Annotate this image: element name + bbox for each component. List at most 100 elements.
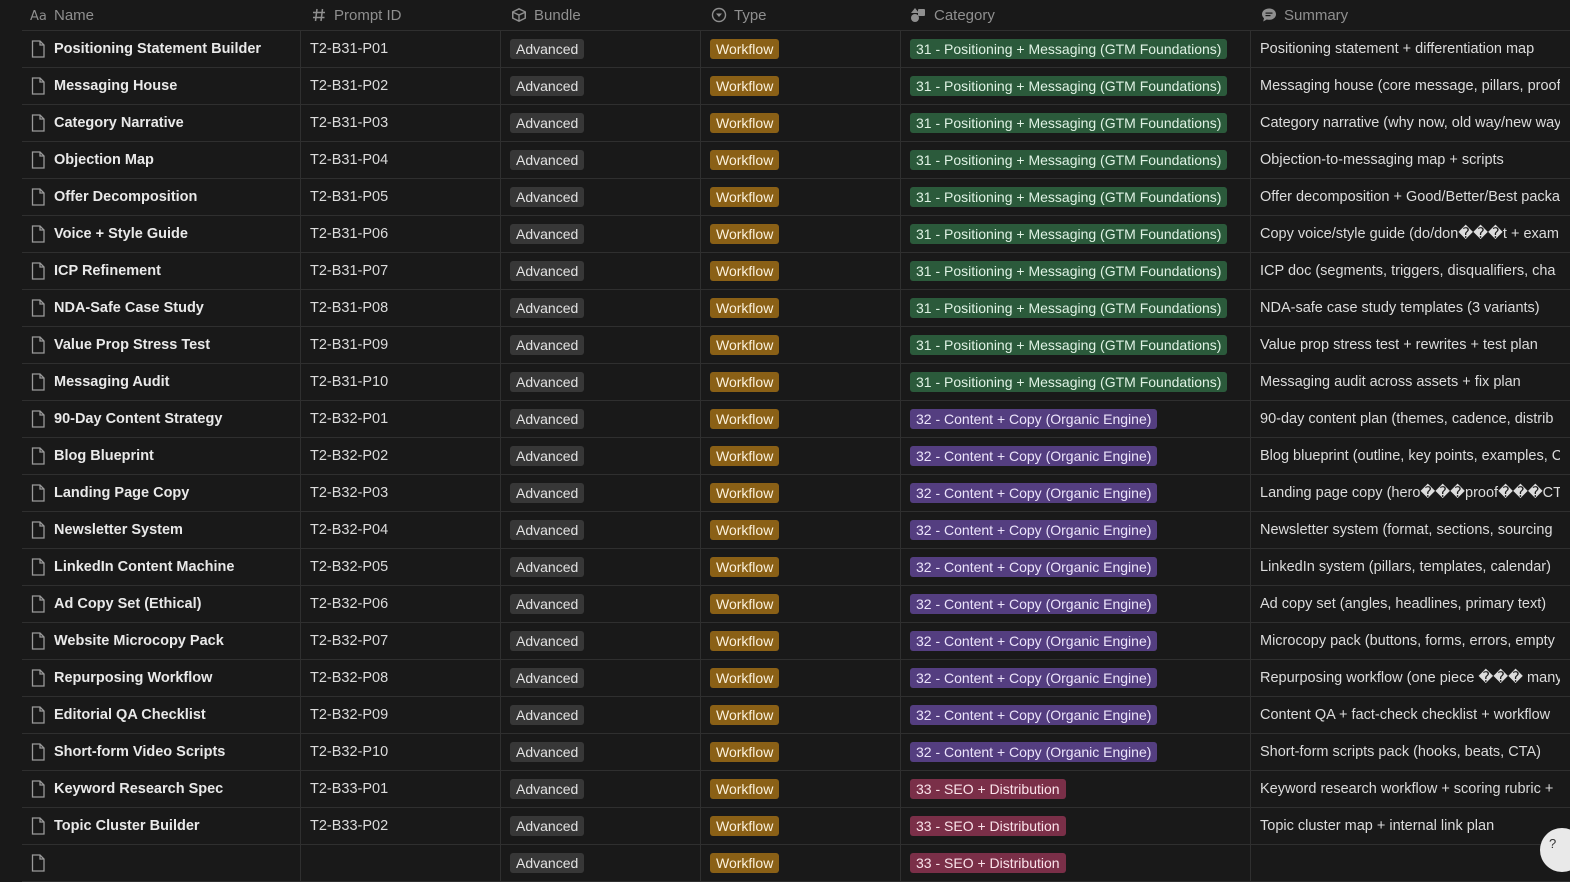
bundle-cell[interactable]: Advanced (510, 734, 700, 770)
prompt-id-cell[interactable]: T2-B31-P06 (310, 216, 500, 252)
table-row[interactable]: Short-form Video Scripts T2-B32-P10 Adva… (22, 734, 1570, 771)
summary-cell[interactable]: Ad copy set (angles, headlines, primary … (1260, 586, 1560, 622)
summary-cell[interactable]: Repurposing workflow (one piece ��� many (1260, 660, 1560, 696)
table-row[interactable]: NDA-Safe Case Study T2-B31-P08 Advanced … (22, 290, 1570, 327)
table-row[interactable]: Objection Map T2-B31-P04 Advanced Workfl… (22, 142, 1570, 179)
category-cell[interactable]: 31 - Positioning + Messaging (GTM Founda… (910, 31, 1250, 67)
category-cell[interactable]: 31 - Positioning + Messaging (GTM Founda… (910, 142, 1250, 178)
table-row[interactable]: Blog Blueprint T2-B32-P02 Advanced Workf… (22, 438, 1570, 475)
bundle-cell[interactable]: Advanced (510, 697, 700, 733)
category-cell[interactable]: 32 - Content + Copy (Organic Engine) (910, 734, 1250, 770)
summary-cell[interactable]: Value prop stress test + rewrites + test… (1260, 327, 1560, 363)
table-row[interactable]: Value Prop Stress Test T2-B31-P09 Advanc… (22, 327, 1570, 364)
bundle-cell[interactable]: Advanced (510, 808, 700, 844)
type-cell[interactable]: Workflow (710, 179, 900, 215)
category-cell[interactable]: 32 - Content + Copy (Organic Engine) (910, 401, 1250, 437)
type-cell[interactable]: Workflow (710, 401, 900, 437)
bundle-cell[interactable]: Advanced (510, 401, 700, 437)
category-cell[interactable]: 32 - Content + Copy (Organic Engine) (910, 623, 1250, 659)
category-cell[interactable]: 32 - Content + Copy (Organic Engine) (910, 586, 1250, 622)
prompt-id-cell[interactable]: T2-B31-P08 (310, 290, 500, 326)
summary-cell[interactable]: Newsletter system (format, sections, sou… (1260, 512, 1560, 548)
type-cell[interactable]: Workflow (710, 512, 900, 548)
prompt-id-cell[interactable]: T2-B32-P02 (310, 438, 500, 474)
bundle-cell[interactable]: Advanced (510, 253, 700, 289)
bundle-cell[interactable]: Advanced (510, 327, 700, 363)
table-row[interactable]: Offer Decomposition T2-B31-P05 Advanced … (22, 179, 1570, 216)
name-cell[interactable]: Editorial QA Checklist (30, 697, 298, 733)
type-cell[interactable]: Workflow (710, 845, 900, 881)
type-cell[interactable]: Workflow (710, 253, 900, 289)
category-cell[interactable]: 32 - Content + Copy (Organic Engine) (910, 549, 1250, 585)
prompt-id-cell[interactable]: T2-B31-P09 (310, 327, 500, 363)
table-row[interactable]: Editorial QA Checklist T2-B32-P09 Advanc… (22, 697, 1570, 734)
table-row[interactable]: Ad Copy Set (Ethical) T2-B32-P06 Advance… (22, 586, 1570, 623)
summary-cell[interactable]: Positioning statement + differentiation … (1260, 31, 1560, 67)
bundle-cell[interactable]: Advanced (510, 438, 700, 474)
table-row[interactable]: 90-Day Content Strategy T2-B32-P01 Advan… (22, 401, 1570, 438)
name-cell[interactable]: ICP Refinement (30, 253, 298, 289)
column-header-category[interactable]: Category (910, 0, 995, 30)
summary-cell[interactable]: Landing page copy (hero���proof���CT (1260, 475, 1560, 511)
summary-cell[interactable]: Messaging house (core message, pillars, … (1260, 68, 1560, 104)
name-cell[interactable]: Positioning Statement Builder (30, 31, 298, 67)
type-cell[interactable]: Workflow (710, 734, 900, 770)
bundle-cell[interactable]: Advanced (510, 586, 700, 622)
summary-cell[interactable]: Blog blueprint (outline, key points, exa… (1260, 438, 1560, 474)
type-cell[interactable]: Workflow (710, 586, 900, 622)
category-cell[interactable]: 31 - Positioning + Messaging (GTM Founda… (910, 364, 1250, 400)
prompt-id-cell[interactable]: T2-B32-P03 (310, 475, 500, 511)
name-cell[interactable]: LinkedIn Content Machine (30, 549, 298, 585)
category-cell[interactable]: 31 - Positioning + Messaging (GTM Founda… (910, 290, 1250, 326)
category-cell[interactable]: 32 - Content + Copy (Organic Engine) (910, 475, 1250, 511)
category-cell[interactable]: 33 - SEO + Distribution (910, 771, 1250, 807)
summary-cell[interactable]: LinkedIn system (pillars, templates, cal… (1260, 549, 1560, 585)
summary-cell[interactable]: Content QA + fact-check checklist + work… (1260, 697, 1560, 733)
table-row[interactable]: Landing Page Copy T2-B32-P03 Advanced Wo… (22, 475, 1570, 512)
type-cell[interactable]: Workflow (710, 216, 900, 252)
table-row[interactable]: ICP Refinement T2-B31-P07 Advanced Workf… (22, 253, 1570, 290)
type-cell[interactable]: Workflow (710, 105, 900, 141)
table-row[interactable]: LinkedIn Content Machine T2-B32-P05 Adva… (22, 549, 1570, 586)
name-cell[interactable]: Blog Blueprint (30, 438, 298, 474)
type-cell[interactable]: Workflow (710, 142, 900, 178)
column-header-name[interactable]: Aa Name (30, 0, 94, 30)
prompt-id-cell[interactable]: T2-B31-P07 (310, 253, 500, 289)
prompt-id-cell[interactable]: T2-B32-P05 (310, 549, 500, 585)
summary-cell[interactable]: Short-form scripts pack (hooks, beats, C… (1260, 734, 1560, 770)
summary-cell[interactable]: Messaging audit across assets + fix plan (1260, 364, 1560, 400)
bundle-cell[interactable]: Advanced (510, 475, 700, 511)
prompt-id-cell[interactable]: T2-B31-P05 (310, 179, 500, 215)
name-cell[interactable]: Landing Page Copy (30, 475, 298, 511)
type-cell[interactable]: Workflow (710, 68, 900, 104)
category-cell[interactable]: 31 - Positioning + Messaging (GTM Founda… (910, 216, 1250, 252)
summary-cell[interactable]: Category narrative (why now, old way/new… (1260, 105, 1560, 141)
bundle-cell[interactable]: Advanced (510, 68, 700, 104)
table-row[interactable]: Website Microcopy Pack T2-B32-P07 Advanc… (22, 623, 1570, 660)
category-cell[interactable]: 31 - Positioning + Messaging (GTM Founda… (910, 327, 1250, 363)
table-row[interactable]: Newsletter System T2-B32-P04 Advanced Wo… (22, 512, 1570, 549)
name-cell[interactable]: 90-Day Content Strategy (30, 401, 298, 437)
category-cell[interactable]: 31 - Positioning + Messaging (GTM Founda… (910, 105, 1250, 141)
type-cell[interactable]: Workflow (710, 623, 900, 659)
category-cell[interactable]: 33 - SEO + Distribution (910, 808, 1250, 844)
category-cell[interactable]: 31 - Positioning + Messaging (GTM Founda… (910, 68, 1250, 104)
type-cell[interactable]: Workflow (710, 697, 900, 733)
type-cell[interactable]: Workflow (710, 771, 900, 807)
name-cell[interactable]: Short-form Video Scripts (30, 734, 298, 770)
bundle-cell[interactable]: Advanced (510, 512, 700, 548)
name-cell[interactable]: NDA-Safe Case Study (30, 290, 298, 326)
summary-cell[interactable]: Topic cluster map + internal link plan (1260, 808, 1560, 844)
prompt-id-cell[interactable] (310, 845, 500, 881)
prompt-id-cell[interactable]: T2-B32-P07 (310, 623, 500, 659)
bundle-cell[interactable]: Advanced (510, 771, 700, 807)
summary-cell[interactable]: ICP doc (segments, triggers, disqualifie… (1260, 253, 1560, 289)
name-cell[interactable]: Ad Copy Set (Ethical) (30, 586, 298, 622)
prompt-id-cell[interactable]: T2-B32-P04 (310, 512, 500, 548)
prompt-id-cell[interactable]: T2-B31-P01 (310, 31, 500, 67)
summary-cell[interactable]: Keyword research workflow + scoring rubr… (1260, 771, 1560, 807)
table-row[interactable]: Positioning Statement Builder T2-B31-P01… (22, 31, 1570, 68)
column-header-bundle[interactable]: Bundle (510, 0, 581, 30)
name-cell[interactable]: Messaging Audit (30, 364, 298, 400)
column-header-type[interactable]: Type (710, 0, 767, 30)
